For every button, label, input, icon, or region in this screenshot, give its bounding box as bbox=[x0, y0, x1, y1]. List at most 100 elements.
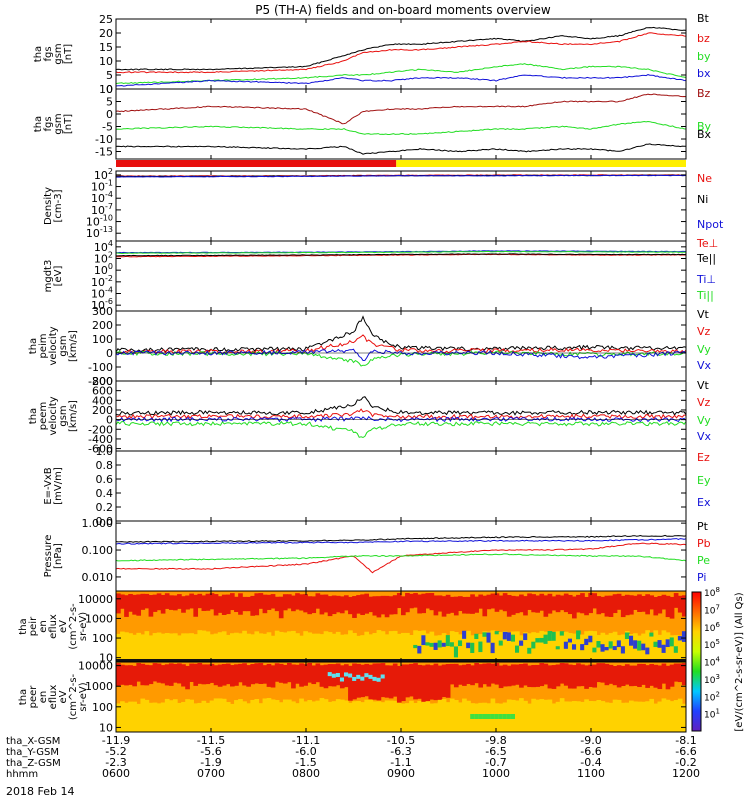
y-tick-label: -5 bbox=[102, 121, 113, 134]
y-tick-label: 300 bbox=[92, 305, 113, 318]
y-tick-label: 10000 bbox=[78, 593, 113, 606]
flux-cell bbox=[474, 663, 479, 684]
flux-cell bbox=[164, 698, 170, 732]
colorbar-tick-exponent: 8 bbox=[715, 586, 719, 594]
flux-cell bbox=[645, 630, 650, 662]
flux-cell bbox=[453, 646, 459, 658]
flux-cell bbox=[612, 665, 618, 686]
flux-cell bbox=[633, 595, 638, 610]
x-row-value: -9.8 bbox=[485, 734, 506, 747]
flux-cell bbox=[653, 596, 659, 616]
flux-cell bbox=[572, 701, 577, 732]
flux-cell bbox=[523, 633, 528, 641]
colorbar-tick-exponent: 6 bbox=[715, 621, 720, 629]
flux-cell bbox=[494, 593, 500, 612]
flux-cell bbox=[160, 633, 166, 662]
flux-cell bbox=[584, 638, 589, 646]
flux-cell bbox=[282, 594, 288, 611]
flux-cell bbox=[547, 593, 553, 614]
legend-entry: Ez bbox=[697, 451, 710, 464]
colorbar-tick-label: 105 bbox=[704, 638, 720, 651]
flux-cell bbox=[368, 664, 374, 700]
flux-cell bbox=[429, 642, 435, 647]
x-row-value: -9.0 bbox=[580, 734, 601, 747]
y-tick-exponent: 4 bbox=[108, 239, 113, 248]
legend-entry: Te|| bbox=[696, 252, 716, 265]
flux-cell bbox=[225, 634, 231, 662]
flux-cell bbox=[596, 596, 602, 615]
flux-cell bbox=[600, 663, 606, 683]
y-axis-label: gsm bbox=[53, 43, 64, 64]
flux-cell bbox=[482, 632, 488, 637]
flux-cell bbox=[677, 636, 683, 641]
flux-cell bbox=[396, 665, 402, 703]
flux-cell bbox=[474, 634, 479, 662]
flux-cell bbox=[278, 702, 284, 732]
flux-cell bbox=[356, 701, 361, 732]
flux-cell bbox=[539, 593, 545, 611]
flux-cell bbox=[527, 647, 532, 654]
flux-cell bbox=[506, 633, 512, 662]
flux-cell bbox=[181, 664, 186, 687]
flux-cell bbox=[510, 595, 516, 615]
flux-cell bbox=[360, 702, 365, 732]
flux-cell bbox=[331, 595, 337, 615]
flux-cell bbox=[657, 634, 663, 662]
flux-cell bbox=[616, 640, 622, 648]
flux-cell bbox=[474, 714, 479, 719]
colorbar-tick-exponent: 4 bbox=[715, 656, 720, 664]
flux-cell bbox=[197, 663, 203, 684]
flux-cell bbox=[209, 593, 215, 610]
flux-cell bbox=[653, 703, 659, 732]
flux-cell bbox=[559, 595, 565, 611]
flux-cell bbox=[173, 633, 178, 662]
y-tick-exponent: -7 bbox=[105, 202, 113, 211]
colorbar-tick-label: 106 bbox=[704, 621, 720, 634]
flux-cell bbox=[665, 632, 671, 662]
flux-cell bbox=[319, 634, 325, 662]
flux-cell bbox=[189, 663, 194, 682]
flux-cell bbox=[213, 698, 219, 732]
flux-cell bbox=[401, 703, 406, 732]
series-line-Vy bbox=[115, 350, 687, 367]
y-axis-label: gsm bbox=[53, 113, 64, 134]
flux-cell bbox=[401, 632, 406, 662]
x-row-value: -11.9 bbox=[102, 734, 130, 747]
y-axis-label: [mV/m] bbox=[53, 467, 64, 505]
flux-cell bbox=[453, 596, 459, 616]
flux-cell bbox=[339, 665, 345, 689]
flux-cell bbox=[677, 663, 683, 683]
flux-cell bbox=[588, 664, 593, 687]
x-row-label: tha_Z-GSM bbox=[6, 758, 61, 769]
flux-cell bbox=[421, 635, 427, 646]
flux-cell bbox=[600, 701, 606, 732]
flux-cell bbox=[559, 663, 565, 684]
y-tick-label: 0.0 bbox=[96, 515, 114, 528]
flux-cell bbox=[478, 594, 484, 609]
flux-cell bbox=[238, 593, 243, 615]
legend-entry: Pe bbox=[697, 554, 710, 567]
flux-cell bbox=[478, 664, 484, 688]
flux-cell bbox=[323, 664, 329, 689]
flux-cell bbox=[608, 664, 614, 684]
flux-cell bbox=[177, 635, 182, 662]
flux-cell bbox=[425, 664, 431, 702]
flux-cell bbox=[482, 714, 488, 719]
figure-title: P5 (TH-A) fields and on-board moments ov… bbox=[255, 3, 551, 17]
flux-cell bbox=[221, 631, 227, 662]
flux-cell bbox=[258, 593, 264, 609]
flux-cell bbox=[519, 635, 524, 662]
flux-cell bbox=[270, 699, 276, 732]
flux-cell bbox=[148, 702, 154, 732]
legend-entry: Bz bbox=[697, 87, 711, 100]
flux-cell bbox=[372, 596, 378, 616]
flux-cell bbox=[433, 642, 439, 650]
flux-cell bbox=[160, 665, 166, 684]
flux-cell bbox=[437, 699, 443, 732]
y-axis-label: peim bbox=[38, 333, 49, 358]
series-line-Vz bbox=[115, 334, 687, 355]
flux-cell bbox=[315, 593, 321, 609]
flux-cell bbox=[238, 663, 243, 683]
colorbar-tick-label: 101 bbox=[704, 708, 720, 721]
x-row-value: -1.5 bbox=[295, 756, 316, 769]
